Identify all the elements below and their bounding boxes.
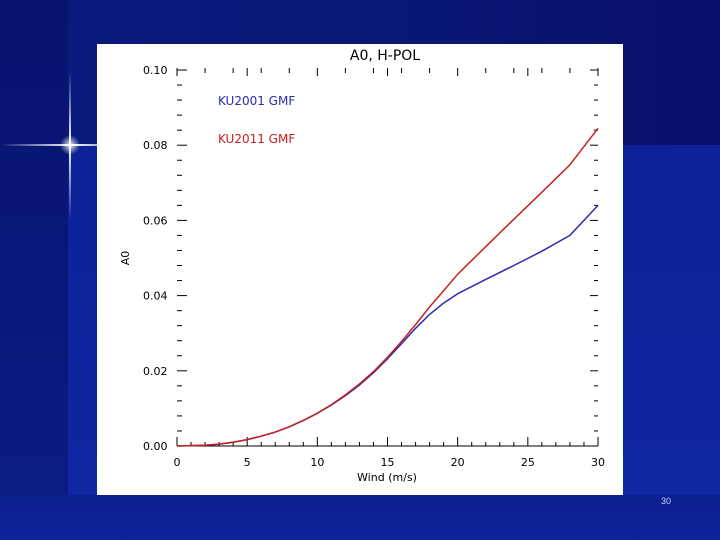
y-tick-label: 0.02 <box>143 365 168 378</box>
x-tick-label: 10 <box>310 456 324 469</box>
chart-title: A0, H-POL <box>350 48 420 64</box>
x-tick-label: 0 <box>174 456 181 469</box>
chart-panel: 0 5 10 15 20 25 30 0.00 0.02 0.04 0.06 0.08 0.10 KU2… <box>97 44 623 495</box>
x-tick-label: 25 <box>521 456 535 469</box>
y-tick-label: 0.04 <box>143 290 168 303</box>
legend-entry: KU2011 GMF <box>218 132 295 146</box>
y-tick-label: 0.00 <box>143 440 168 453</box>
x-tick-label: 5 <box>244 456 251 469</box>
x-tick-label: 15 <box>381 456 395 469</box>
sparkle-decoration-icon <box>0 70 145 220</box>
x-axis-label: Wind (m/s) <box>357 471 417 484</box>
x-tick-label: 20 <box>451 456 465 469</box>
legend-entry: KU2001 GMF <box>218 94 295 108</box>
series-line-ku2011-gmf <box>176 127 599 447</box>
series-line-ku2001-gmf <box>176 204 599 447</box>
x-tick-label: 30 <box>591 456 605 469</box>
line-chart: 0 5 10 15 20 25 30 0.00 0.02 0.04 0.06 0.08 0.10 KU2… <box>119 48 605 484</box>
slide-background-left <box>0 0 68 540</box>
y-tick-label: 0.08 <box>143 139 168 152</box>
y-axis-label: A0 <box>119 251 132 266</box>
y-tick-label: 0.06 <box>143 214 168 227</box>
slide-number: 30 <box>660 496 671 506</box>
y-tick-label: 0.10 <box>143 64 168 77</box>
slide-background-bottom <box>0 495 720 540</box>
